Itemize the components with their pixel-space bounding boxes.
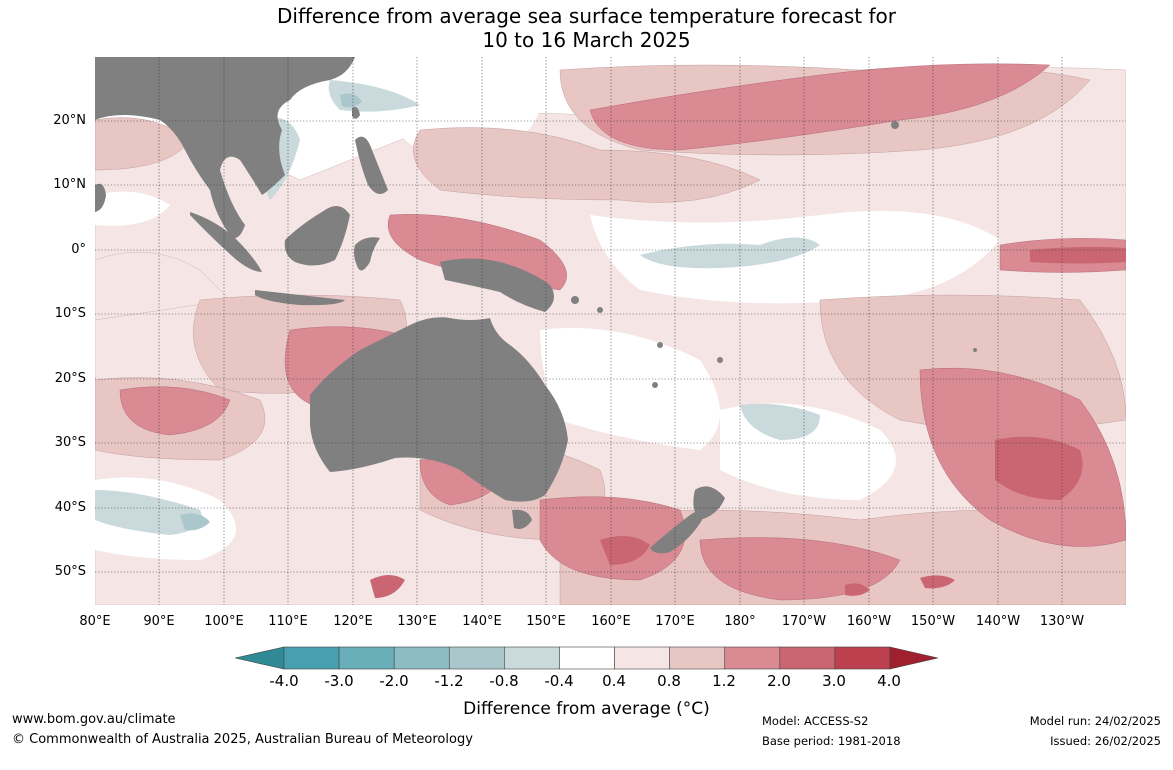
- model-run-date: Model run: 24/02/2025: [1029, 714, 1161, 728]
- lon-label: 130°W: [1039, 614, 1085, 629]
- lon-label: 140°E: [462, 614, 502, 629]
- colorbar-cell: [338, 646, 395, 670]
- anomaly-band-cooler: [180, 93, 362, 531]
- colorbar-tick-label: 2.0: [767, 672, 791, 690]
- lon-label: 120°E: [333, 614, 373, 629]
- colorbar-min-arrow: [234, 646, 285, 670]
- lon-label: 170°W: [781, 614, 827, 629]
- colorbar-cell: [448, 646, 505, 670]
- colorbar-cell: [724, 646, 781, 670]
- colorbar-tick-label: -1.2: [434, 672, 464, 690]
- colorbar-cell: [559, 646, 615, 670]
- lon-label: 150°W: [910, 614, 956, 629]
- colorbar-tick-label: -2.0: [379, 672, 409, 690]
- graticule: [95, 57, 1126, 605]
- lon-label: 170°E: [655, 614, 695, 629]
- colorbar-tick-label: 0.4: [602, 672, 626, 690]
- lat-label: 30°S: [54, 435, 86, 450]
- lon-label: 80°E: [79, 614, 111, 629]
- lon-label: 90°E: [143, 614, 175, 629]
- colorbar-max-arrow: [889, 646, 939, 670]
- colorbar-cell: [834, 646, 891, 670]
- colorbar: [234, 646, 939, 670]
- colorbar-title: Difference from average (°C): [0, 699, 1173, 719]
- colorbar-tick-label: -0.8: [489, 672, 519, 690]
- colorbar-tick-label: -3.0: [324, 672, 354, 690]
- colorbar-cell: [669, 646, 726, 670]
- map-title-line-2: 10 to 16 March 2025: [482, 28, 691, 52]
- lat-label: 0°: [71, 242, 86, 257]
- lon-label: 160°W: [846, 614, 892, 629]
- map-area: [95, 57, 1126, 605]
- colorbar-tick-label: 4.0: [877, 672, 901, 690]
- colorbar-cell: [614, 646, 670, 670]
- lon-label: 110°E: [268, 614, 308, 629]
- base-period: Base period: 1981-2018: [762, 734, 901, 748]
- lon-label: 160°E: [591, 614, 631, 629]
- map-title: Difference from average sea surface temp…: [0, 4, 1173, 52]
- lat-label: 20°N: [53, 113, 86, 128]
- colorbar-cell: [504, 646, 560, 670]
- lat-label: 40°S: [54, 500, 86, 515]
- colorbar-tick-label: 3.0: [822, 672, 846, 690]
- land-masses: [95, 57, 977, 554]
- copyright-text: © Commonwealth of Australia 2025, Austra…: [12, 732, 473, 747]
- lon-label: 140°W: [975, 614, 1021, 629]
- colorbar-cells: [283, 646, 891, 670]
- colorbar-tick-label: -4.0: [269, 672, 299, 690]
- colorbar-cell: [393, 646, 450, 670]
- colorbar-tick-label: 1.2: [712, 672, 736, 690]
- lon-label: 130°E: [397, 614, 437, 629]
- colorbar-tick-label: -0.4: [544, 672, 574, 690]
- map-title-line-1: Difference from average sea surface temp…: [276, 4, 896, 28]
- issued-date: Issued: 26/02/2025: [1050, 734, 1161, 748]
- website-link[interactable]: www.bom.gov.au/climate: [12, 712, 176, 727]
- lat-label: 10°N: [53, 177, 86, 192]
- colorbar-tick-label: 0.8: [657, 672, 681, 690]
- lon-label: 150°E: [526, 614, 566, 629]
- lon-label: 180°: [724, 614, 756, 629]
- lat-label: 50°S: [54, 564, 86, 579]
- lon-label: 100°E: [204, 614, 244, 629]
- colorbar-cell: [283, 646, 340, 670]
- lat-label: 20°S: [54, 371, 86, 386]
- model-name: Model: ACCESS-S2: [762, 714, 869, 728]
- colorbar-cell: [779, 646, 836, 670]
- lat-label: 10°S: [54, 306, 86, 321]
- anomaly-band-2p0: [370, 246, 1126, 598]
- colorbar-title-text: Difference from average (°C): [463, 699, 710, 719]
